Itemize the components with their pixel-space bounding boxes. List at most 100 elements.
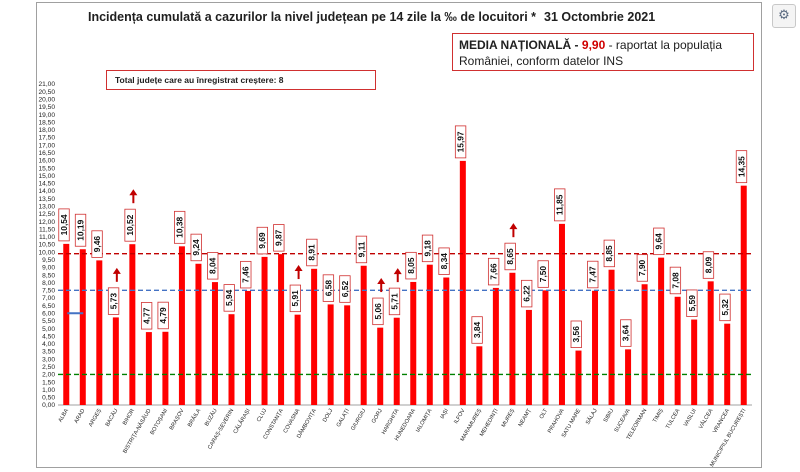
value-label-text: 5,59 — [687, 295, 697, 312]
value-label-box — [537, 260, 549, 288]
value-label-text: 8,85 — [604, 245, 614, 262]
value-label-box — [157, 301, 169, 330]
bar — [377, 327, 384, 405]
value-label-box — [240, 260, 252, 289]
value-label-box — [636, 254, 648, 282]
value-label-text: 7,66 — [488, 263, 498, 280]
value-label-box — [669, 266, 682, 295]
value-label-text: 7,47 — [588, 266, 598, 283]
bar — [674, 296, 681, 405]
value-label-text: 6,58 — [323, 280, 333, 297]
value-label-text: 5,94 — [224, 289, 234, 306]
national-average-value: 9,90 — [581, 38, 606, 52]
value-label-box — [289, 284, 301, 313]
y-tick-label: 8,50 — [42, 272, 55, 279]
chart-date: 31 Octombrie 2021 — [544, 10, 656, 24]
category-label: BUZĂU — [203, 408, 219, 428]
category-label: BIHOR — [122, 408, 136, 426]
category-label: BRĂILA — [186, 407, 202, 428]
value-label-box — [124, 208, 136, 242]
y-tick-label: 5,00 — [42, 326, 55, 333]
value-label-text: 7,46 — [241, 266, 251, 283]
value-label-text: 4,77 — [141, 307, 151, 324]
value-label-box — [223, 284, 235, 312]
y-tick-label: 0,50 — [42, 395, 55, 402]
bar — [459, 160, 466, 405]
value-label-box — [702, 251, 715, 279]
value-label-text: 7,08 — [670, 272, 680, 289]
y-tick-label: 19,00 — [38, 112, 55, 119]
value-label: 15,97 — [454, 125, 467, 159]
settings-icon[interactable]: ⚙ — [772, 4, 796, 28]
bar — [525, 309, 532, 405]
y-tick-label: 7,50 — [42, 288, 55, 295]
value-label-box — [306, 238, 318, 267]
value-label-text: 9,46 — [92, 236, 102, 253]
y-tick-label: 9,00 — [42, 265, 55, 272]
national-average-label: MEDIA NAȚIONALĂ - — [459, 38, 582, 52]
value-label-box — [653, 227, 665, 256]
value-label: 5,73 — [107, 287, 120, 315]
value-label: 6,58 — [322, 274, 335, 302]
national-average-box: MEDIA NAȚIONALĂ - 9,90 - raportat la pop… — [452, 33, 754, 71]
value-label-text: 11,85 — [555, 194, 565, 215]
value-label-text: 3,56 — [571, 326, 581, 343]
category-label: VASLUI — [683, 408, 698, 428]
value-label: 8,05 — [405, 251, 417, 280]
bar — [63, 243, 70, 405]
y-tick-label: 13,00 — [38, 203, 55, 210]
value-label: 3,56 — [570, 320, 582, 348]
bar — [426, 264, 433, 405]
bar — [592, 290, 599, 405]
bar — [195, 263, 202, 405]
value-label: 5,71 — [388, 287, 401, 316]
value-label-box — [405, 251, 417, 280]
y-tick-label: 17,50 — [38, 135, 55, 142]
bar — [608, 269, 615, 405]
bar — [658, 257, 665, 405]
bar — [410, 281, 417, 405]
y-tick-label: 16,50 — [38, 150, 55, 157]
value-label: 9,87 — [273, 224, 285, 252]
bar — [344, 305, 351, 405]
category-label: SIBIU — [603, 408, 616, 424]
value-label: 9,69 — [256, 226, 268, 255]
value-label-text: 6,22 — [522, 285, 532, 302]
value-label-box — [190, 233, 202, 262]
bar — [162, 331, 169, 405]
value-label: 5,94 — [223, 284, 235, 312]
increase-count-box: Total județe care au înregistrat creșter… — [106, 70, 376, 90]
y-tick-label: 11,00 — [39, 234, 55, 241]
chart-title: Incidența cumulată a cazurilor la nivel … — [88, 10, 537, 24]
value-label: 10,38 — [174, 210, 186, 244]
value-label-box — [355, 235, 368, 264]
value-label: 10,19 — [74, 213, 87, 247]
bar — [129, 244, 136, 405]
y-tick-label: 8,00 — [42, 280, 55, 287]
value-label: 9,64 — [653, 227, 665, 256]
bar — [145, 332, 152, 405]
bar — [558, 223, 565, 405]
value-label-text: 6,52 — [340, 281, 350, 298]
category-label: BACĂU — [104, 408, 120, 428]
value-label-text: 8,91 — [307, 244, 317, 261]
category-label: IALOMIȚA — [415, 408, 433, 434]
value-label: 6,52 — [339, 275, 351, 303]
y-tick-label: 2,00 — [42, 372, 55, 379]
category-label: IAȘI — [440, 408, 451, 421]
value-label-text: 9,64 — [654, 233, 664, 250]
bar — [360, 265, 367, 405]
bar — [625, 349, 632, 405]
value-label-text: 3,64 — [621, 325, 631, 342]
value-label: 10,54 — [58, 208, 70, 242]
bar — [492, 287, 499, 405]
value-label: 9,11 — [355, 235, 368, 264]
value-label: 7,50 — [537, 260, 549, 288]
y-tick-label: 19,50 — [38, 104, 55, 111]
value-label-box — [339, 275, 351, 303]
value-label-box — [620, 319, 632, 347]
value-label-text: 9,69 — [257, 232, 267, 249]
value-label: 3,84 — [471, 316, 483, 344]
bar — [443, 277, 450, 405]
